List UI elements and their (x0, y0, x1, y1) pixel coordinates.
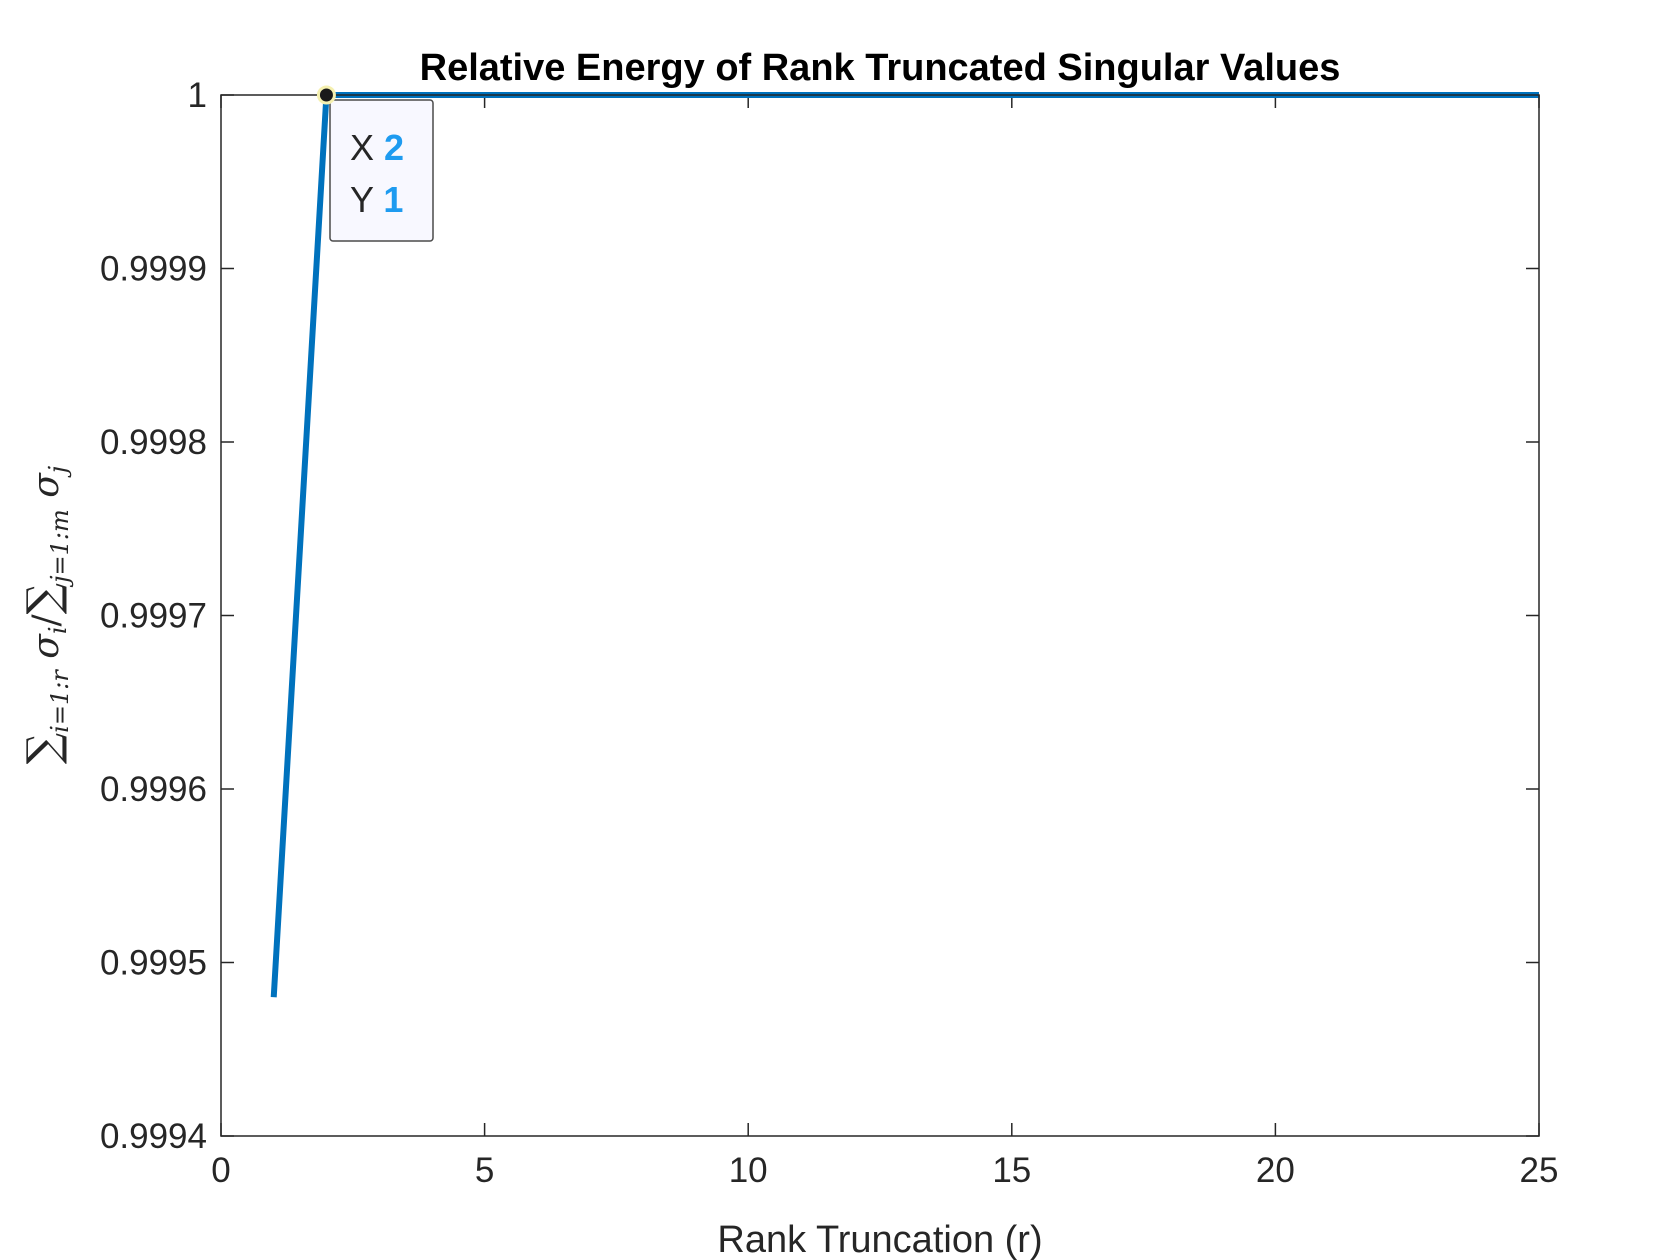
x-axis-label: Rank Truncation (r) (717, 1219, 1042, 1260)
svg-text:∑i=1:r σi/∑j=1:m σj: ∑i=1:r σi/∑j=1:m σj (18, 465, 74, 764)
x-tick-label: 20 (1256, 1151, 1295, 1190)
tick-labels: 0 5 10 15 20 25 0.9994 0.9995 0.9996 0.9997 0.9998… (100, 76, 1559, 1190)
chart-title: Relative Energy of Rank Truncated Singul… (420, 47, 1341, 89)
datatip-y-value: 1 (383, 179, 403, 220)
y-tick-label: 0.9996 (100, 770, 207, 809)
datatip-marker[interactable] (316, 85, 336, 105)
y-tick-label: 0.9999 (100, 250, 207, 289)
plot-area (221, 95, 1539, 1136)
y-tick-label: 0.9997 (100, 597, 207, 636)
datatip-x-value: 2 (384, 127, 404, 168)
x-tick-label: 5 (475, 1151, 494, 1190)
datatip-box (329, 99, 434, 242)
datatip-y-label: Y (350, 179, 374, 220)
x-tick-label: 25 (1520, 1151, 1559, 1190)
x-tick-label: 0 (211, 1151, 230, 1190)
svg-text:Y 1: Y 1 (350, 179, 403, 220)
datatip[interactable]: X 2 Y 1 (316, 85, 434, 242)
x-tick-label: 15 (992, 1151, 1031, 1190)
y-tick-label: 0.9994 (100, 1117, 207, 1156)
axes-box (220, 94, 1540, 1137)
y-tick-label: 1 (188, 76, 207, 115)
datatip-x-label: X (350, 127, 374, 168)
y-tick-label: 0.9995 (100, 944, 207, 983)
y-tick-label: 0.9998 (100, 423, 207, 462)
x-tick-label: 10 (729, 1151, 768, 1190)
y-axis-label: ∑i=1:r σi/∑j=1:m σj (18, 465, 74, 764)
svg-text:X 2: X 2 (350, 127, 404, 168)
